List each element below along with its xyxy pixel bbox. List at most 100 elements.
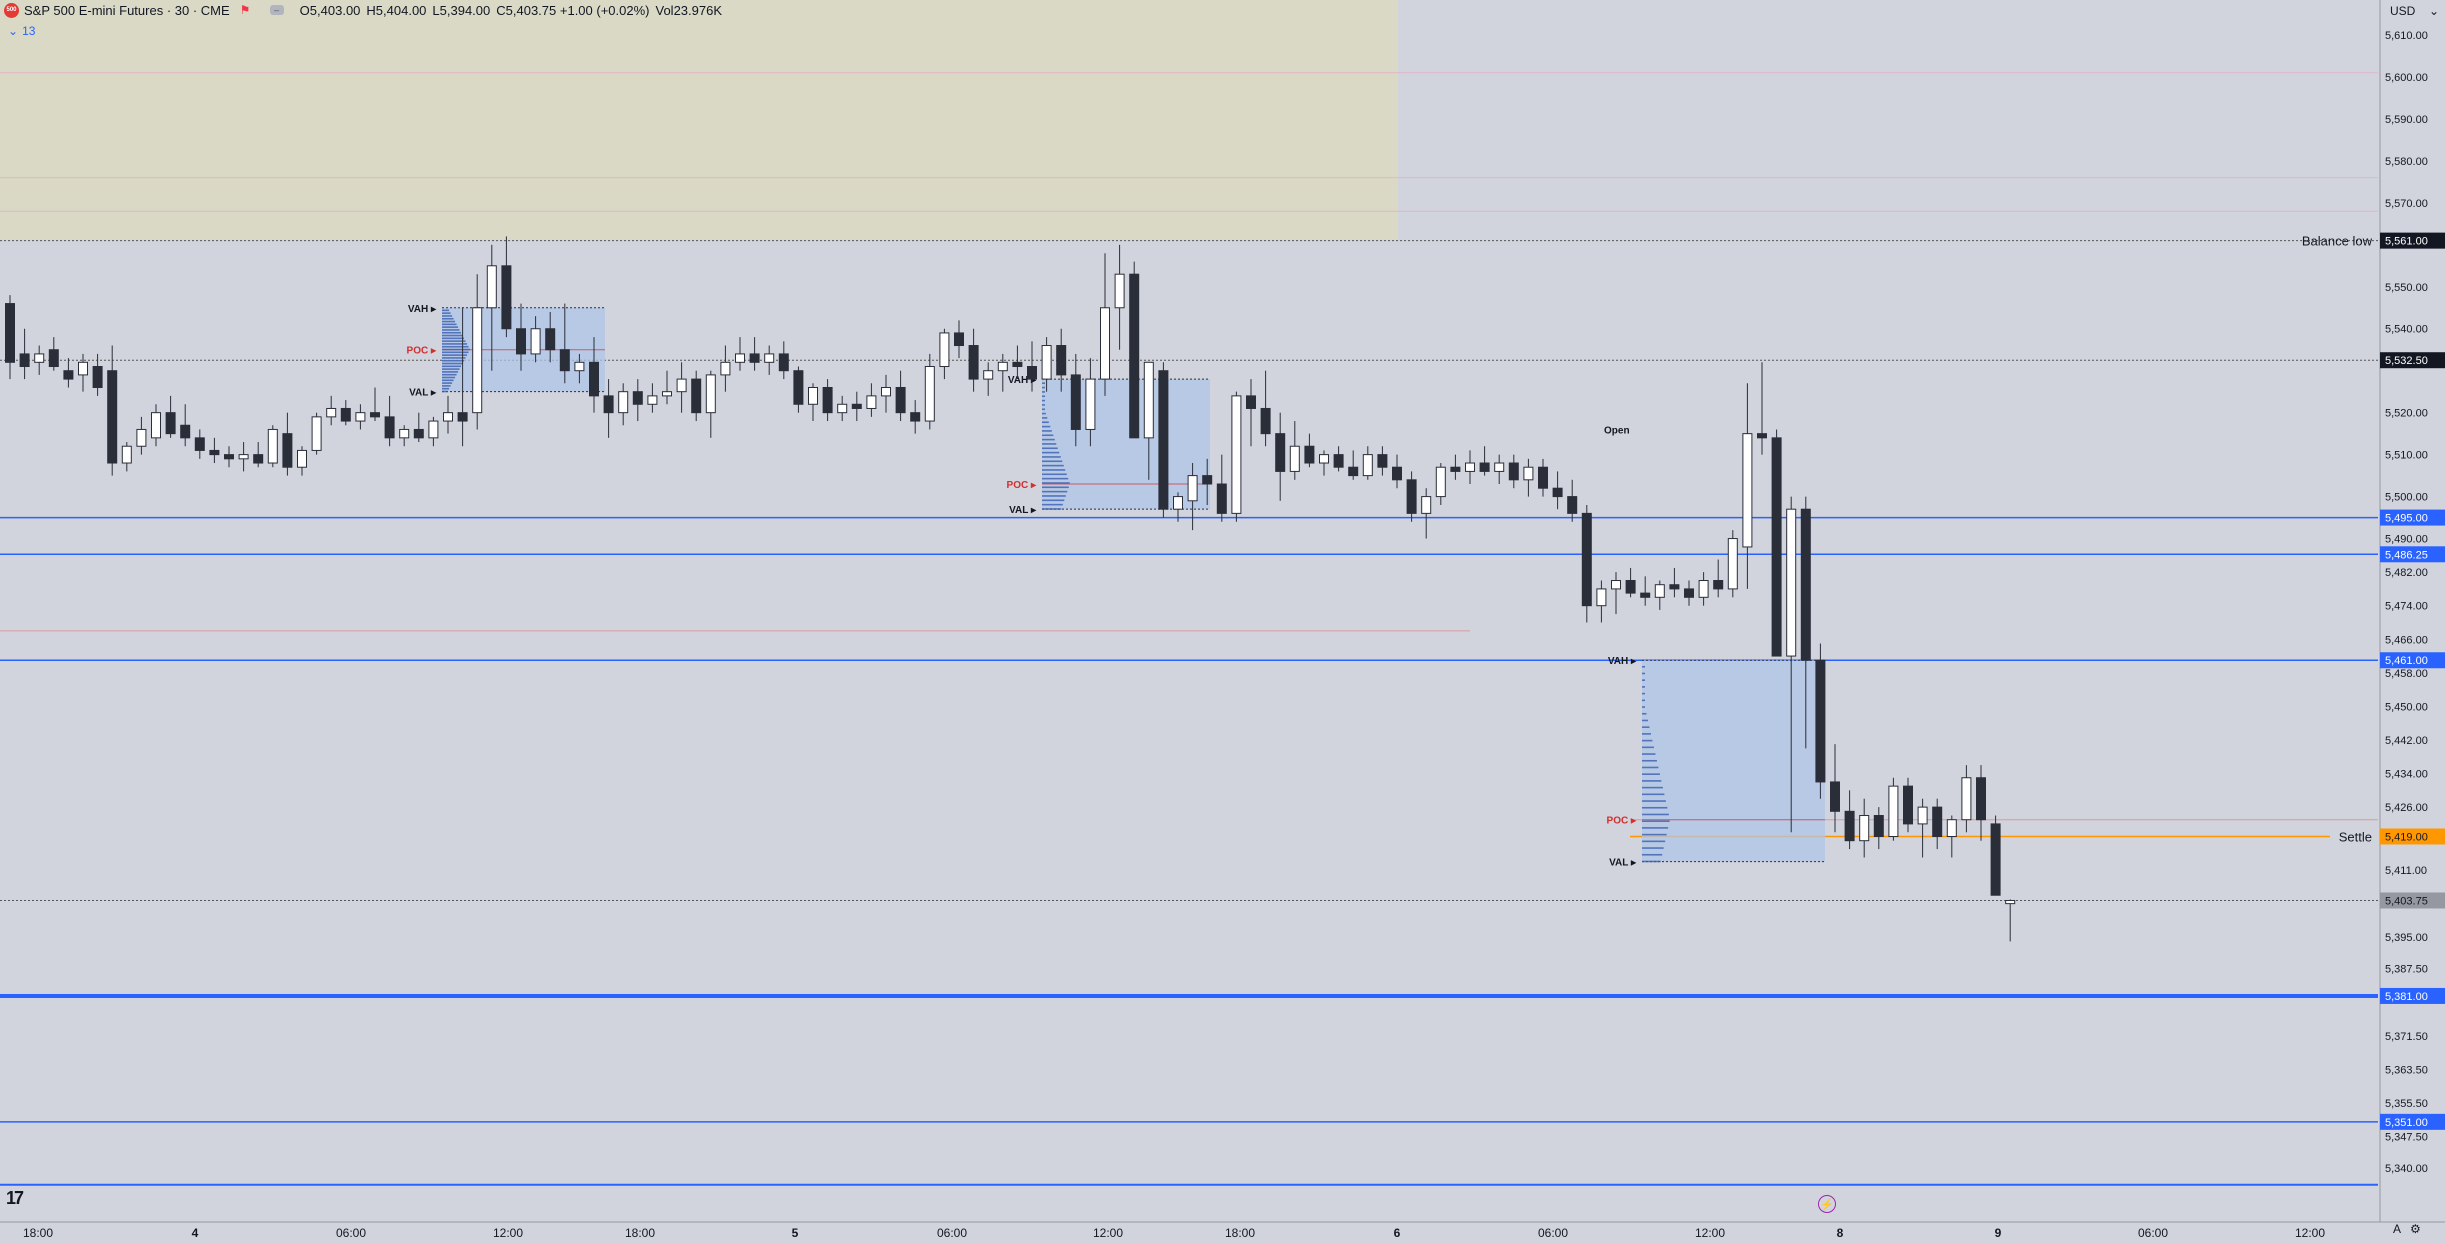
candle-body <box>1450 466 1461 472</box>
candle <box>691 370 702 422</box>
candle <box>1202 458 1213 505</box>
candle <box>1786 496 1797 833</box>
candle-body <box>1859 815 1870 842</box>
volume-profile-bar <box>1642 793 1665 796</box>
candle-body <box>48 349 59 368</box>
candle <box>238 442 249 472</box>
candle-body <box>326 407 337 418</box>
volume-profile-bar <box>1042 464 1064 467</box>
price-tag-label: 5,486.25 <box>2385 549 2428 561</box>
candle-body <box>1070 374 1081 430</box>
close-value: 5,403.75 <box>505 2 557 18</box>
candle-body <box>924 366 935 422</box>
candle-body <box>1377 454 1388 468</box>
price-tag-label: 5,419.00 <box>2385 831 2428 843</box>
candle-body <box>355 412 366 422</box>
time-tick-label: 6 <box>1394 1226 1401 1240</box>
low-value: 5,394.00 <box>439 2 491 18</box>
candle <box>340 400 351 426</box>
candle-body <box>662 391 672 397</box>
candle-body <box>1392 466 1402 481</box>
candle-body <box>881 386 891 397</box>
volume-profile-bar <box>1042 469 1066 471</box>
candle <box>1727 530 1738 598</box>
candle <box>939 328 950 380</box>
price-tick-label: 5,340.00 <box>2385 1163 2428 1175</box>
candle <box>107 345 118 476</box>
candle <box>1917 798 1928 858</box>
candle-body <box>1129 273 1140 439</box>
price-tag-label: 5,532.50 <box>2385 355 2428 367</box>
candle <box>151 404 161 447</box>
settings-gear-icon[interactable]: ⚙ <box>2410 1222 2421 1236</box>
tradingview-logo-icon[interactable]: 17 <box>6 1188 24 1208</box>
symbol-title[interactable]: S&P 500 E-mini Futures · 30 · CME <box>24 2 230 18</box>
candle <box>662 370 672 405</box>
volume-profile-bar <box>1642 759 1657 762</box>
candle <box>34 345 45 375</box>
candle <box>910 400 921 434</box>
candle <box>1815 643 1826 799</box>
price-tag-label: 5,495.00 <box>2385 513 2428 525</box>
candle <box>1012 345 1023 380</box>
price-tick-label: 5,355.50 <box>2385 1098 2428 1110</box>
profile-label-poc: POC ▸ <box>1007 480 1037 491</box>
indicators-toggle[interactable]: ⌄ 13 <box>8 24 35 38</box>
chevron-down-icon: ⌄ <box>2428 4 2439 18</box>
candle <box>253 442 264 468</box>
volume-profile-bar <box>442 323 457 326</box>
candle <box>384 395 395 447</box>
candle <box>136 416 147 455</box>
candle-body <box>1873 815 1884 837</box>
volume-profile-bar <box>1042 425 1051 428</box>
candle <box>209 437 220 464</box>
candle-body <box>895 386 906 414</box>
volume-profile-bar <box>1042 490 1068 493</box>
auto-scale-button[interactable]: A <box>2393 1222 2402 1236</box>
time-tick-label: 06:00 <box>937 1226 967 1240</box>
price-tick-label: 5,610.00 <box>2385 30 2428 42</box>
candle-body <box>136 428 147 447</box>
candle <box>516 303 526 371</box>
volume-profile-bar <box>442 331 462 334</box>
price-tick-label: 5,347.50 <box>2385 1132 2428 1144</box>
time-tick-label: 18:00 <box>1225 1226 1255 1240</box>
candle <box>1421 488 1432 539</box>
candle <box>1216 454 1227 522</box>
candle <box>5 295 15 380</box>
volume-profile-bar <box>442 354 468 356</box>
volume-profile-bar <box>442 312 451 314</box>
time-tick-label: 06:00 <box>336 1226 366 1240</box>
volume-profile-bar <box>442 329 460 331</box>
price-tick-label: 5,482.00 <box>2385 567 2428 579</box>
flag-icon[interactable]: ⚑ <box>239 3 251 17</box>
volume-profile-bar <box>1042 456 1061 458</box>
currency-select[interactable]: USD ⌄ <box>2390 4 2439 18</box>
lightning-icon[interactable]: ⚡ <box>1818 1195 1836 1213</box>
candle <box>749 337 760 371</box>
volume-profile-bar <box>1642 665 1645 668</box>
candle <box>370 387 380 422</box>
price-tag <box>2380 232 2445 249</box>
time-tick-label: 4 <box>192 1226 199 1240</box>
candle <box>1187 463 1198 531</box>
candle <box>1873 807 1884 850</box>
candle <box>954 320 964 359</box>
candle-body <box>530 328 541 355</box>
candle <box>705 370 716 438</box>
price-tag <box>2380 352 2445 369</box>
collapse-button[interactable]: – <box>269 5 284 15</box>
volume-profile-bar <box>442 320 456 323</box>
candle-body <box>1844 810 1855 842</box>
candle-body <box>2005 899 2016 905</box>
volume-profile-bar <box>442 348 470 351</box>
candle-body <box>297 449 307 468</box>
candle-body <box>589 361 599 397</box>
candle-body <box>691 378 702 414</box>
candle-body <box>647 395 658 405</box>
volume-profile-bar <box>1642 766 1659 769</box>
candle <box>676 362 687 413</box>
candle <box>778 341 789 380</box>
volume-profile-bar <box>1042 430 1052 432</box>
